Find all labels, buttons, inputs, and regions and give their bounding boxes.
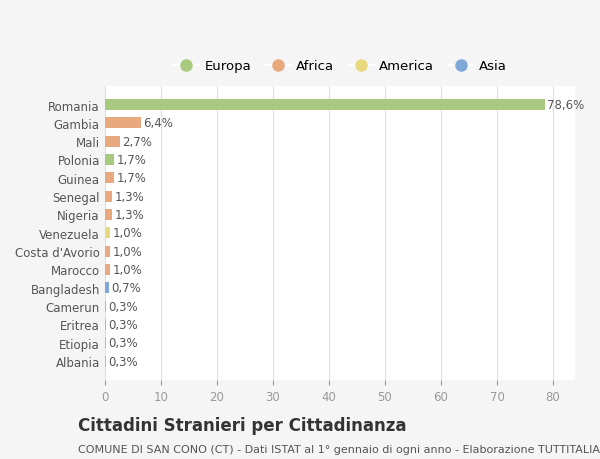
Text: 1,3%: 1,3% [114,208,144,221]
Text: 1,7%: 1,7% [116,172,146,185]
Bar [105,356,106,367]
Text: Cittadini Stranieri per Cittadinanza: Cittadini Stranieri per Cittadinanza [78,416,407,434]
Text: 1,0%: 1,0% [113,245,142,258]
Text: 1,7%: 1,7% [116,154,146,167]
Text: 78,6%: 78,6% [547,99,584,112]
Bar [105,136,120,147]
Bar [105,118,140,129]
Bar [105,337,106,348]
Bar [105,246,110,257]
Text: 0,3%: 0,3% [109,318,138,331]
Bar [105,301,106,312]
Text: 1,3%: 1,3% [114,190,144,203]
Bar [105,283,109,294]
Text: 0,3%: 0,3% [109,355,138,368]
Bar [105,319,106,330]
Text: 2,7%: 2,7% [122,135,152,148]
Text: 1,0%: 1,0% [113,263,142,276]
Legend: Europa, Africa, America, Asia: Europa, Africa, America, Asia [168,55,512,78]
Bar [105,191,112,202]
Bar [105,173,114,184]
Bar [105,264,110,275]
Text: 6,4%: 6,4% [143,117,173,130]
Text: 0,3%: 0,3% [109,336,138,349]
Bar [105,155,114,166]
Text: 1,0%: 1,0% [113,227,142,240]
Bar [105,209,112,220]
Bar [105,228,110,239]
Text: 0,7%: 0,7% [111,282,140,295]
Text: COMUNE DI SAN CONO (CT) - Dati ISTAT al 1° gennaio di ogni anno - Elaborazione T: COMUNE DI SAN CONO (CT) - Dati ISTAT al … [78,444,600,454]
Bar [105,100,545,111]
Text: 0,3%: 0,3% [109,300,138,313]
